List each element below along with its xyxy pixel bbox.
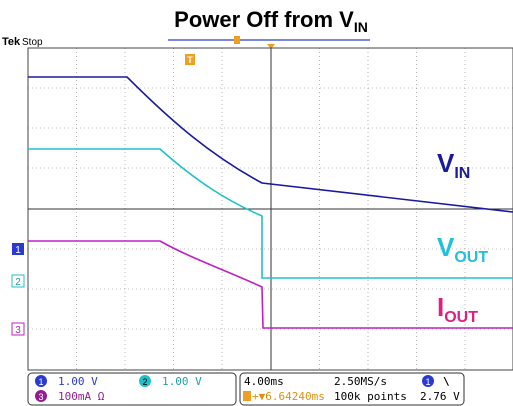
ch3-scale: 100mA Ω xyxy=(58,390,105,403)
label-part: V xyxy=(437,232,455,262)
record-length: 100k points xyxy=(334,390,407,403)
ch2-scale: 1.00 V xyxy=(162,375,202,388)
sample-rate: 2.50MS/s xyxy=(334,375,387,388)
trigger-position xyxy=(267,44,275,49)
ch3-marker: 3 xyxy=(15,325,21,336)
label-part: I xyxy=(437,292,444,322)
ch1-id: 1 xyxy=(38,377,43,387)
acq-state: Stop xyxy=(22,37,43,48)
label-part: OUT xyxy=(454,249,488,266)
ch2-marker-box xyxy=(11,274,25,288)
label-vin: VIN xyxy=(437,148,470,182)
label-vout: VOUT xyxy=(437,232,488,266)
ch1-scale: 1.00 V xyxy=(58,375,98,388)
record-position xyxy=(234,36,240,44)
ch1-marker-box xyxy=(12,243,24,255)
label-part: IN xyxy=(454,165,470,182)
ch2-badge xyxy=(139,375,151,387)
title-sub: IN xyxy=(354,19,368,35)
label-iout: IOUT xyxy=(437,292,478,326)
ch3-badge xyxy=(35,390,47,402)
brand: Tek xyxy=(2,36,21,48)
channel-readout xyxy=(27,372,237,406)
trigger-source: 1 xyxy=(425,377,430,387)
label-part: OUT xyxy=(444,309,478,326)
timebase: 4.00ms xyxy=(244,375,284,388)
ch3-id: 3 xyxy=(38,392,43,402)
timebase-readout xyxy=(239,372,465,406)
ch1-badge xyxy=(35,375,47,387)
trigger-source-badge xyxy=(422,375,434,387)
trigger-level: 2.76 V xyxy=(420,390,460,403)
trigger-marker: T xyxy=(187,55,193,65)
ch2-marker: 2 xyxy=(15,277,21,288)
ch3-marker-box xyxy=(11,322,25,336)
trigger-position-value: +▼6.64240ms xyxy=(252,390,325,403)
title: Power Off from VIN xyxy=(174,7,368,35)
label-part: V xyxy=(437,148,455,178)
trigger-slope: \ xyxy=(443,375,450,388)
plot-frame xyxy=(27,47,513,371)
trace-vout xyxy=(28,148,513,279)
trace-iout xyxy=(28,240,513,329)
trace-vin xyxy=(28,76,513,213)
trigger-marker-box xyxy=(185,54,195,65)
ch2-id: 2 xyxy=(142,377,147,387)
position-icon xyxy=(243,391,251,401)
ch1-marker: 1 xyxy=(15,245,21,256)
title-main: Power Off from V xyxy=(174,7,354,32)
